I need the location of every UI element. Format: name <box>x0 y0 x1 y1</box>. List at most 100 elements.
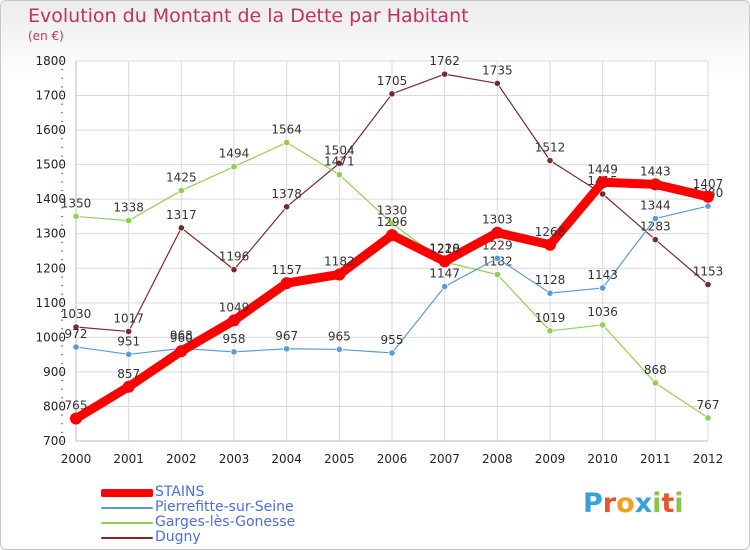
data-point-stains <box>596 176 609 189</box>
data-label-dugny: 1735 <box>482 63 513 77</box>
data-point-pierrefitte-sur-seine <box>599 284 607 292</box>
data-label-dugny: 1762 <box>429 54 460 68</box>
x-tick-label: 2000 <box>61 452 92 466</box>
data-label-pierrefitte-sur-seine: 1128 <box>535 273 566 287</box>
data-label-pierrefitte-sur-seine: 968 <box>170 328 193 342</box>
data-point-dugny <box>72 323 80 331</box>
data-label-pierrefitte-sur-seine: 1147 <box>429 267 460 281</box>
data-label-garges-l-s-gonesse: 868 <box>644 363 667 377</box>
data-label-dugny: 1705 <box>377 74 408 88</box>
y-tick-label: 1800 <box>35 54 66 68</box>
data-label-pierrefitte-sur-seine: 972 <box>65 327 88 341</box>
data-label-stains: 1049 <box>219 300 250 314</box>
data-point-dugny <box>493 79 501 88</box>
data-label-dugny: 1030 <box>61 307 92 321</box>
y-tick-label: 1300 <box>35 227 66 241</box>
data-label-garges-l-s-gonesse: 1494 <box>219 147 250 161</box>
data-point-garges-l-s-gonesse <box>651 379 659 387</box>
data-point-stains <box>280 277 293 290</box>
data-point-dugny <box>546 156 554 165</box>
data-point-dugny <box>335 159 343 167</box>
data-label-stains: 1182 <box>324 254 355 268</box>
data-point-stains <box>438 255 451 268</box>
logo-letter: i <box>652 488 662 519</box>
x-tick-label: 2006 <box>377 452 408 466</box>
x-tick-label: 2004 <box>271 452 302 466</box>
logo-letter: i <box>674 488 684 519</box>
data-point-garges-l-s-gonesse <box>125 217 133 225</box>
y-tick-label: 800 <box>43 399 66 413</box>
data-label-garges-l-s-gonesse: 1564 <box>271 123 302 137</box>
legend-swatch <box>101 537 153 539</box>
data-label-dugny: 1378 <box>271 187 302 201</box>
data-point-stains <box>333 268 346 281</box>
y-tick-label: 1500 <box>35 158 66 172</box>
data-label-pierrefitte-sur-seine: 965 <box>328 329 351 343</box>
data-point-stains <box>70 412 82 425</box>
data-label-pierrefitte-sur-seine: 955 <box>381 333 404 347</box>
x-tick-label: 2003 <box>219 452 250 466</box>
data-label-garges-l-s-gonesse: 1338 <box>113 201 144 215</box>
data-label-garges-l-s-gonesse: 1330 <box>377 203 408 217</box>
data-point-pierrefitte-sur-seine <box>493 254 501 262</box>
data-label-pierrefitte-sur-seine: 1344 <box>640 199 671 213</box>
legend-label: Dugny <box>155 529 201 545</box>
data-point-stains <box>702 190 714 203</box>
y-tick-label: 1000 <box>35 330 66 344</box>
proxiti-logo: Proxiti <box>583 488 684 519</box>
x-tick-label: 2005 <box>324 452 355 466</box>
data-label-dugny: 1153 <box>693 265 724 279</box>
data-label-garges-l-s-gonesse: 1350 <box>61 196 92 210</box>
legend-swatch <box>101 489 153 497</box>
data-point-garges-l-s-gonesse <box>177 186 185 195</box>
data-point-dugny <box>704 280 712 289</box>
data-label-stains: 1220 <box>429 241 460 255</box>
data-point-garges-l-s-gonesse <box>72 212 80 221</box>
data-label-stains: 1157 <box>271 263 302 277</box>
data-label-dugny: 1317 <box>166 208 197 222</box>
legend-swatch <box>101 522 153 524</box>
data-point-stains <box>544 238 556 251</box>
data-label-dugny: 1504 <box>324 143 355 157</box>
data-label-pierrefitte-sur-seine: 967 <box>275 329 298 343</box>
data-label-stains: 1268 <box>535 225 566 239</box>
y-tick-label: 1100 <box>35 296 66 310</box>
y-tick-label: 1600 <box>35 123 66 137</box>
x-tick-label: 2011 <box>640 452 671 466</box>
logo-letter: x <box>634 488 653 519</box>
data-point-pierrefitte-sur-seine <box>335 345 343 354</box>
data-point-dugny <box>125 327 133 336</box>
data-point-dugny <box>441 70 449 78</box>
y-tick-label: 1200 <box>35 261 66 275</box>
data-point-pierrefitte-sur-seine <box>651 214 659 223</box>
data-label-pierrefitte-sur-seine: 958 <box>223 332 246 346</box>
data-point-garges-l-s-gonesse <box>546 327 554 335</box>
x-tick-label: 2008 <box>482 452 513 466</box>
x-tick-label: 2002 <box>166 452 197 466</box>
data-point-dugny <box>177 224 185 232</box>
data-label-stains: 1449 <box>587 162 618 176</box>
data-label-garges-l-s-gonesse: 1019 <box>535 311 566 325</box>
data-label-garges-l-s-gonesse: 1425 <box>166 171 197 185</box>
data-point-pierrefitte-sur-seine <box>125 350 133 358</box>
data-point-pierrefitte-sur-seine <box>230 348 238 356</box>
data-label-stains: 857 <box>117 367 140 381</box>
data-label-dugny: 1017 <box>113 311 144 325</box>
x-tick-label: 2007 <box>429 452 460 466</box>
data-label-stains: 765 <box>65 399 88 413</box>
data-point-stains <box>122 380 135 393</box>
legend-label: Garges-lès-Gonesse <box>155 514 296 530</box>
data-label-garges-l-s-gonesse: 767 <box>697 398 720 412</box>
data-point-garges-l-s-gonesse <box>599 321 607 329</box>
data-label-stains: 1303 <box>482 213 513 227</box>
data-point-dugny <box>651 236 659 244</box>
y-tick-label: 1700 <box>35 89 66 103</box>
data-label-stains: 1296 <box>377 215 408 229</box>
data-point-pierrefitte-sur-seine <box>72 343 80 351</box>
data-label-stains: 1443 <box>640 164 671 178</box>
data-label-pierrefitte-sur-seine: 1143 <box>587 268 618 282</box>
data-label-stains: 960 <box>170 331 193 345</box>
legend-label: STAINS <box>155 484 205 500</box>
y-tick-label: 900 <box>43 365 66 379</box>
